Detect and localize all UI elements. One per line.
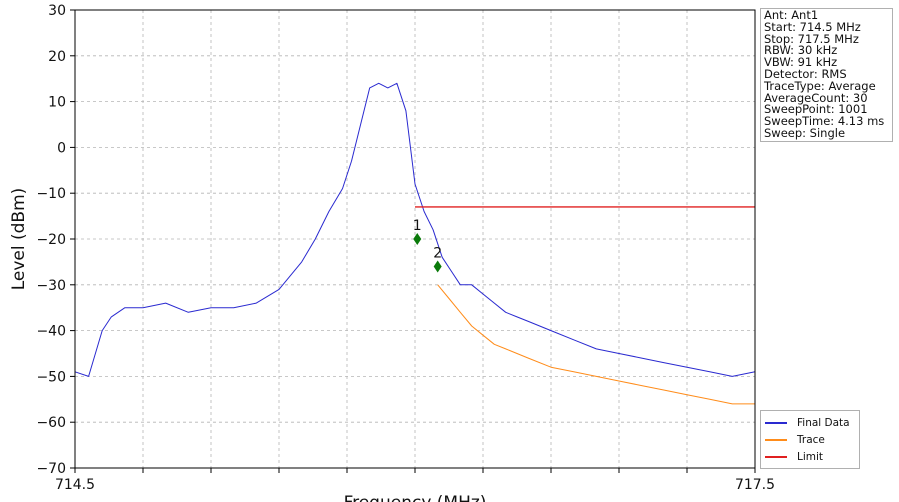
series-line-trace	[437, 284, 755, 405]
y-tick-label: 0	[57, 140, 66, 156]
info-stop: Stop: 717.5 MHz	[764, 31, 859, 46]
x-axis-label: Frequency (MHz)	[344, 493, 487, 502]
info-sweep: Sweep: Single	[764, 125, 846, 140]
marker-1-label: 1	[413, 218, 422, 234]
legend-label-limit: Limit	[797, 450, 824, 463]
y-tick-label: −70	[36, 461, 66, 477]
info-detector: Detector: RMS	[764, 66, 847, 81]
y-tick-label: −30	[36, 278, 66, 294]
y-tick-label: −10	[36, 186, 66, 202]
legend-label-final-data: Final Data	[797, 416, 850, 429]
marker-2-diamond	[433, 260, 442, 273]
legend-swatch-trace	[765, 438, 787, 441]
y-tick-label: 30	[48, 3, 66, 19]
info-rbw: RBW: 30 kHz	[764, 43, 838, 58]
y-tick-label: −60	[36, 415, 66, 431]
marker-2-label: 2	[433, 245, 442, 261]
series-line-final-data	[74, 82, 756, 377]
info-sweep-time: SweepTime: 4.13 ms	[764, 114, 885, 129]
info-vbw: VBW: 91 kHz	[764, 55, 838, 70]
legend: Final Data Trace Limit	[760, 410, 860, 469]
legend-swatch-final-data	[765, 421, 787, 424]
legend-item-limit: Limit	[765, 448, 855, 465]
measurement-info-box: Ant: Ant1 Start: 714.5 MHz Stop: 717.5 M…	[760, 8, 893, 142]
info-sweep-point: SweepPoint: 1001	[764, 102, 868, 117]
y-tick-label: −40	[36, 324, 66, 340]
y-axis-label: Level (dBm)	[9, 188, 29, 291]
info-start: Start: 714.5 MHz	[764, 19, 861, 34]
y-tick-label: 10	[48, 95, 66, 111]
marker-1-diamond	[413, 233, 422, 245]
info-antenna: Ant: Ant1	[764, 8, 819, 22]
x-tick-label-start: 714.5	[55, 477, 95, 493]
legend-label-trace: Trace	[797, 433, 825, 446]
y-tick-label: −50	[36, 369, 66, 385]
info-trace-type: TraceType: Average	[764, 78, 876, 93]
legend-item-trace: Trace	[765, 431, 855, 448]
y-tick-label: 20	[48, 49, 66, 65]
legend-item-final-data: Final Data	[765, 414, 855, 431]
info-average-count: AverageCount: 30	[764, 90, 868, 105]
y-tick-label: −20	[36, 232, 66, 248]
x-tick-label-stop: 717.5	[735, 477, 775, 493]
legend-swatch-limit	[765, 455, 787, 458]
